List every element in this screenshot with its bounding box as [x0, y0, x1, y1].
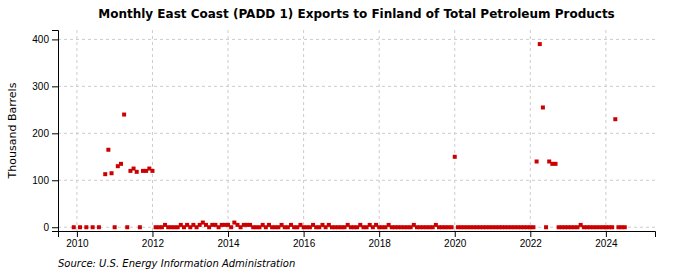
- tick-mark: [455, 231, 456, 237]
- tick-label: 2010: [66, 238, 89, 249]
- tick-mark: [77, 231, 78, 237]
- point: [554, 162, 558, 166]
- grid-line-x: [605, 30, 606, 231]
- tick-label: 200: [32, 128, 49, 139]
- tick-label: 100: [32, 175, 49, 186]
- point: [623, 225, 627, 229]
- point: [103, 172, 107, 176]
- tick-mark: [152, 231, 153, 237]
- tick: 2016: [293, 231, 316, 249]
- tick-mark: [606, 231, 607, 237]
- point: [125, 225, 129, 229]
- grid-line-x: [303, 30, 304, 231]
- grid-line-y: [58, 180, 655, 181]
- tick-mark: [52, 227, 58, 228]
- point: [91, 225, 95, 229]
- tick-mark: [228, 231, 229, 237]
- axis-line: [52, 31, 59, 232]
- point: [122, 113, 126, 117]
- point: [97, 225, 101, 229]
- title: Monthly East Coast (PADD 1) Exports to F…: [98, 7, 615, 21]
- tick: 2014: [217, 231, 240, 249]
- tick: 100: [32, 175, 58, 186]
- tick-mark: [379, 231, 380, 237]
- point: [110, 171, 114, 175]
- point: [135, 170, 139, 174]
- tick-label: 300: [32, 81, 49, 92]
- points: [72, 42, 627, 229]
- tick-label: 2018: [369, 238, 392, 249]
- tick-label: 2024: [595, 238, 618, 249]
- tick-label: 2016: [293, 238, 316, 249]
- grid-line-y: [58, 86, 655, 87]
- point: [610, 225, 614, 229]
- tick: 300: [32, 81, 58, 92]
- point: [138, 225, 142, 229]
- grid-line-y: [58, 133, 655, 134]
- x-axis: 2010 2012 2014 2016 2018 2020 2022 2024: [59, 231, 656, 249]
- point: [544, 225, 548, 229]
- grid-line-y: [58, 39, 655, 40]
- tick: 2024: [595, 231, 618, 249]
- tick-label: 2022: [520, 238, 543, 249]
- point: [72, 225, 76, 229]
- grid-line-x: [76, 30, 77, 231]
- point: [613, 117, 617, 121]
- tick: 2018: [369, 231, 392, 249]
- tick-mark: [52, 180, 58, 181]
- y-axis-label: Thousand Barrels: [6, 82, 19, 179]
- tick: 2012: [142, 231, 165, 249]
- grid-line-x: [454, 30, 455, 231]
- point: [150, 169, 154, 173]
- tick-label: 2020: [444, 238, 467, 249]
- tick-mark: [530, 231, 531, 237]
- grid-line-x: [379, 30, 380, 231]
- point: [535, 159, 539, 163]
- grid: [58, 30, 655, 231]
- point: [78, 225, 82, 229]
- point: [450, 225, 454, 229]
- point: [541, 105, 545, 109]
- point: [453, 155, 457, 159]
- point: [84, 225, 88, 229]
- tick: 2010: [66, 231, 89, 249]
- tick-label: 0: [43, 222, 49, 233]
- tick-mark: [304, 231, 305, 237]
- tick: 400: [32, 34, 58, 45]
- tick-mark: [52, 39, 58, 40]
- tick: 200: [32, 128, 58, 139]
- tick: 2020: [444, 231, 467, 249]
- point: [113, 225, 117, 229]
- plot-area: 2010 2012 2014 2016 2018 2020 2022 2024 0 100 200 3…: [32, 30, 655, 249]
- point: [119, 162, 123, 166]
- tick-mark: [52, 86, 58, 87]
- grid-line-x: [152, 30, 153, 231]
- grid-line-x: [228, 30, 229, 231]
- point: [229, 225, 233, 229]
- tick-label: 2014: [217, 238, 240, 249]
- grid-line-x: [530, 30, 531, 231]
- point: [531, 225, 535, 229]
- point: [538, 42, 542, 46]
- point: [106, 148, 110, 152]
- axis-line: [59, 232, 656, 238]
- tick-mark: [52, 133, 58, 134]
- y-axis: 0 100 200 300 400: [32, 31, 58, 233]
- tick: 2022: [520, 231, 543, 249]
- tick-label: 2012: [142, 238, 165, 249]
- tick-label: 400: [32, 34, 49, 45]
- source-note: Source: U.S. Energy Information Administ…: [58, 258, 295, 269]
- tick: 0: [43, 222, 58, 233]
- chart-container: 2010 2012 2014 2016 2018 2020 2022 2024 0 100 200 3…: [0, 0, 675, 275]
- chart-svg: 2010 2012 2014 2016 2018 2020 2022 2024 0 100 200 3…: [0, 0, 675, 275]
